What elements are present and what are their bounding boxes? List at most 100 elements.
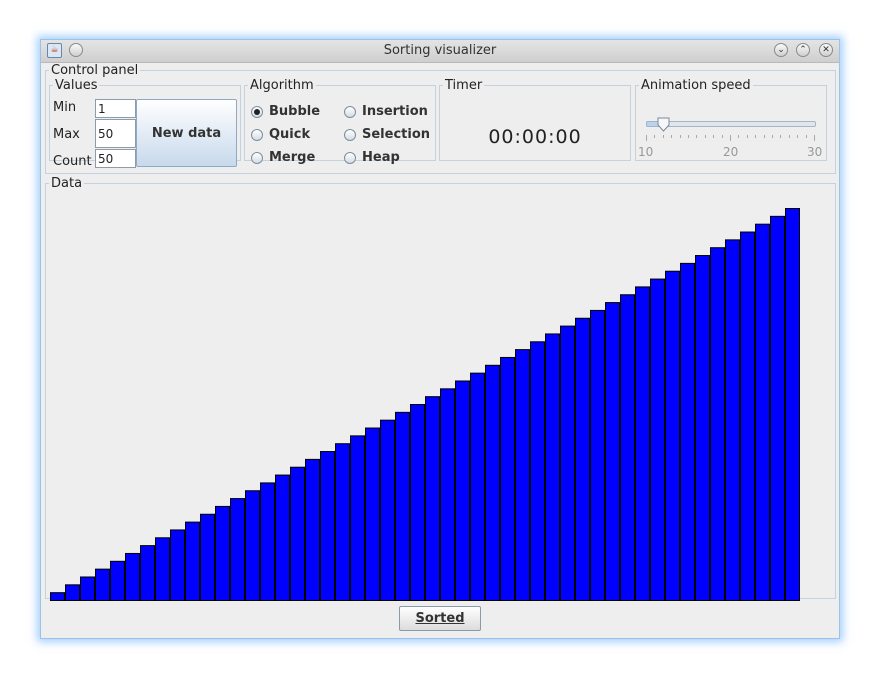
min-label: Min bbox=[53, 100, 77, 115]
max-input[interactable] bbox=[95, 119, 136, 148]
radio-bubble[interactable]: Bubble bbox=[251, 104, 320, 119]
data-bar bbox=[440, 388, 455, 601]
tick-label-20: 20 bbox=[723, 145, 739, 159]
app-window: ☕ Sorting visualizer ⌄ ⌃ ✕ Control panel… bbox=[40, 39, 840, 639]
data-bar bbox=[605, 302, 620, 602]
algorithm-panel: Algorithm Bubble Insertion Quick Selecti… bbox=[244, 78, 436, 165]
data-bar bbox=[200, 513, 215, 602]
close-icon[interactable]: ✕ bbox=[819, 43, 833, 57]
values-panel: Values Min Max Count New data bbox=[49, 79, 241, 169]
speed-tick bbox=[721, 135, 723, 138]
window-title: Sorting visualizer bbox=[383, 43, 497, 58]
data-bar bbox=[50, 592, 65, 602]
data-bar bbox=[560, 325, 575, 601]
data-bar bbox=[515, 349, 530, 601]
data-bar bbox=[665, 270, 680, 601]
speed-tick bbox=[704, 135, 706, 138]
radio-insertion[interactable]: Insertion bbox=[344, 104, 428, 119]
data-bar bbox=[425, 396, 440, 601]
count-label: Count bbox=[53, 154, 92, 169]
radio-merge-label[interactable]: Merge bbox=[269, 150, 316, 165]
data-bar bbox=[545, 333, 560, 601]
tick-label-30: 30 bbox=[807, 145, 823, 159]
java-app-icon[interactable]: ☕ bbox=[47, 43, 62, 58]
radio-quick-label[interactable]: Quick bbox=[269, 127, 311, 142]
radio-quick[interactable]: Quick bbox=[251, 127, 310, 142]
data-bar bbox=[380, 419, 395, 601]
min-input[interactable] bbox=[95, 99, 136, 118]
data-bar bbox=[770, 215, 785, 602]
bar-chart bbox=[50, 208, 800, 602]
speed-tick bbox=[797, 135, 799, 138]
radio-heap-label[interactable]: Heap bbox=[362, 150, 400, 165]
speed-tick bbox=[805, 135, 807, 138]
data-bar bbox=[725, 239, 740, 602]
data-bar bbox=[590, 309, 605, 601]
minimize-icon[interactable]: ⌄ bbox=[774, 43, 788, 57]
radio-bubble-label[interactable]: Bubble bbox=[269, 104, 321, 119]
speed-tick bbox=[730, 135, 731, 141]
radio-bubble-indicator[interactable] bbox=[251, 105, 263, 118]
speed-tick bbox=[696, 135, 698, 138]
radio-selection[interactable]: Selection bbox=[344, 127, 430, 142]
timer-panel: Timer 00:00:00 bbox=[439, 79, 631, 161]
radio-quick-indicator[interactable] bbox=[251, 128, 263, 141]
speed-tick bbox=[662, 135, 664, 138]
data-panel: Data bbox=[45, 176, 836, 602]
timer-title: Timer bbox=[445, 78, 483, 93]
data-bar bbox=[395, 411, 410, 601]
data-bar bbox=[410, 404, 425, 601]
radio-merge[interactable]: Merge bbox=[251, 150, 315, 165]
data-bar bbox=[320, 451, 335, 601]
radio-selection-indicator[interactable] bbox=[344, 128, 356, 141]
speed-tick bbox=[788, 135, 790, 138]
speed-tick bbox=[738, 135, 740, 138]
data-bar bbox=[500, 356, 515, 601]
maximize-icon[interactable]: ⌃ bbox=[796, 43, 810, 57]
radio-merge-indicator[interactable] bbox=[251, 151, 263, 164]
count-input[interactable] bbox=[95, 149, 136, 168]
data-bar bbox=[755, 223, 770, 602]
data-bar bbox=[260, 482, 275, 601]
speed-tick bbox=[713, 135, 715, 138]
speed-tick bbox=[679, 135, 681, 138]
data-bar bbox=[635, 286, 650, 602]
tick-label-10: 10 bbox=[638, 145, 654, 159]
control-panel: Control panel Values Min Max Count New d… bbox=[45, 64, 836, 174]
data-bar bbox=[695, 255, 710, 601]
speed-slider-thumb[interactable] bbox=[657, 117, 670, 132]
radio-insertion-label[interactable]: Insertion bbox=[362, 104, 428, 119]
radio-selection-label[interactable]: Selection bbox=[362, 127, 431, 142]
window-menu-icon[interactable] bbox=[69, 43, 83, 57]
data-bar bbox=[740, 231, 755, 602]
data-bar bbox=[230, 498, 245, 601]
data-bar bbox=[305, 458, 320, 601]
algorithm-title: Algorithm bbox=[250, 78, 314, 93]
radio-heap-indicator[interactable] bbox=[344, 151, 356, 164]
title-bar[interactable]: ☕ Sorting visualizer ⌄ ⌃ ✕ bbox=[41, 40, 839, 63]
data-bar bbox=[275, 474, 290, 601]
data-bar bbox=[335, 443, 350, 601]
data-panel-title: Data bbox=[51, 176, 83, 191]
data-bar bbox=[455, 380, 470, 601]
data-bar bbox=[350, 435, 365, 601]
animation-speed-title: Animation speed bbox=[641, 78, 751, 93]
speed-tick bbox=[755, 135, 757, 138]
speed-slider-track[interactable] bbox=[646, 121, 816, 127]
data-bar bbox=[290, 466, 305, 601]
data-bar bbox=[245, 490, 260, 601]
new-data-button[interactable]: New data bbox=[136, 99, 237, 167]
speed-tick bbox=[688, 135, 689, 138]
data-bar bbox=[125, 552, 140, 601]
speed-tick bbox=[772, 135, 773, 138]
data-bar bbox=[140, 545, 155, 601]
radio-heap[interactable]: Heap bbox=[344, 150, 400, 165]
speed-tick bbox=[780, 135, 782, 138]
data-bar bbox=[470, 372, 485, 601]
animation-speed-panel: Animation speed 10 20 30 bbox=[635, 79, 827, 161]
speed-tick bbox=[654, 135, 656, 138]
sorted-button[interactable]: Sorted bbox=[399, 606, 481, 631]
radio-insertion-indicator[interactable] bbox=[344, 105, 356, 118]
data-bar bbox=[575, 317, 590, 601]
speed-tick bbox=[646, 135, 647, 141]
